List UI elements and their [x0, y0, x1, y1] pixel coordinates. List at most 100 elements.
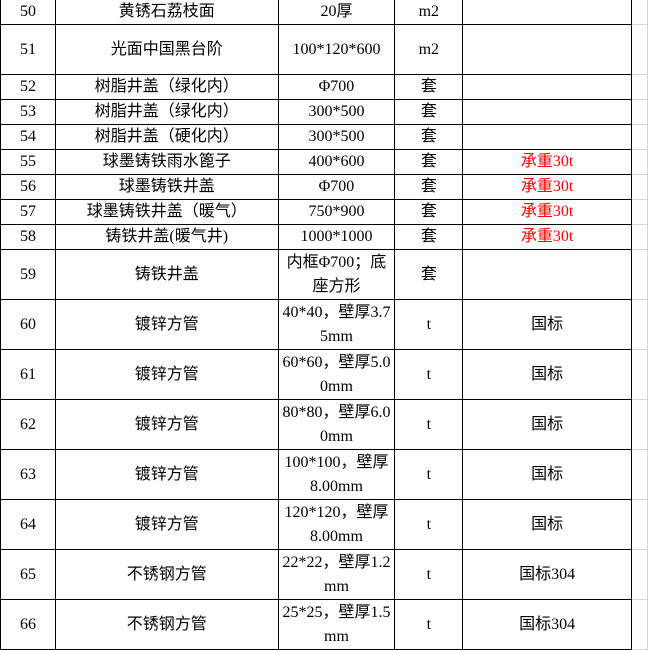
cell-unit: 套: [394, 124, 464, 150]
table-row: 66 不锈钢方管 25*25，壁厚1.5mm t 国标304: [0, 599, 648, 650]
cell-name: 铸铁井盖: [54, 249, 279, 300]
cell-spec: 400*600: [277, 149, 396, 175]
cell-note: 国标: [462, 499, 632, 550]
cell-no: 59: [0, 249, 56, 300]
cell-spec: 100*100，壁厚8.00mm: [277, 449, 396, 500]
cell-spec: 60*60，壁厚5.00mm: [277, 349, 396, 400]
cell-name: 树脂井盖（绿化内）: [54, 74, 279, 100]
table-row: 54 树脂井盖（硬化内） 300*500 套: [0, 124, 648, 150]
cell-no: 65: [0, 549, 56, 600]
cell-name: 树脂井盖（硬化内）: [54, 124, 279, 150]
table-row: 55 球墨铸铁雨水篦子 400*600 套承重30t: [0, 149, 648, 175]
empty-cell: [630, 124, 648, 150]
cell-no: 60: [0, 299, 56, 350]
table-row: 57 球墨铸铁井盖（暖气） 750*900 套承重30t: [0, 199, 648, 225]
cell-spec: 100*120*600: [277, 24, 396, 75]
table-row: 51 光面中国黑台阶 100*120*600 m2: [0, 24, 648, 75]
cell-spec: 300*500: [277, 124, 396, 150]
cell-name: 球墨铸铁雨水篦子: [54, 149, 279, 175]
table-row: 62 镀锌方管 80*80，壁厚6.00mm t 国标: [0, 399, 648, 450]
cell-spec: Φ700: [277, 74, 396, 100]
cell-no: 57: [0, 199, 56, 225]
cell-no: 61: [0, 349, 56, 400]
empty-cell: [630, 199, 648, 225]
cell-unit: 套: [394, 99, 464, 125]
empty-cell: [630, 149, 648, 175]
cell-unit: 套: [394, 174, 464, 200]
cell-name: 不锈钢方管: [54, 599, 279, 650]
cell-no: 53: [0, 99, 56, 125]
empty-cell: [630, 224, 648, 250]
cell-name: 镀锌方管: [54, 449, 279, 500]
cell-name: 镀锌方管: [54, 299, 279, 350]
cell-spec: 25*25，壁厚1.5mm: [277, 599, 396, 650]
cell-spec: 1000*1000: [277, 224, 396, 250]
cell-note: 承重30t: [462, 199, 632, 225]
cell-unit: t: [394, 549, 464, 600]
empty-cell: [630, 399, 648, 450]
cell-unit: 套: [394, 74, 464, 100]
cell-spec: 300*500: [277, 99, 396, 125]
cell-note: [462, 124, 632, 150]
cell-unit: t: [394, 599, 464, 650]
table-row: 63 镀锌方管 100*100，壁厚8.00mm t 国标: [0, 449, 648, 500]
cell-note: [462, 99, 632, 125]
cell-note: [462, 249, 632, 300]
cell-unit: t: [394, 399, 464, 450]
cell-unit: t: [394, 349, 464, 400]
cell-unit: 套: [394, 224, 464, 250]
table-row: 50 黄锈石荔枝面 20厚 m2: [0, 0, 648, 25]
empty-cell: [630, 599, 648, 650]
cell-no: 58: [0, 224, 56, 250]
empty-cell: [630, 74, 648, 100]
cell-name: 镀锌方管: [54, 349, 279, 400]
cell-unit: t: [394, 449, 464, 500]
cell-unit: 套: [394, 249, 464, 300]
empty-cell: [630, 299, 648, 350]
cell-no: 64: [0, 499, 56, 550]
cell-no: 66: [0, 599, 56, 650]
cell-note: 国标304: [462, 599, 632, 650]
cell-name: 树脂井盖（绿化内）: [54, 99, 279, 125]
cell-note: 承重30t: [462, 174, 632, 200]
cell-note: 承重30t: [462, 224, 632, 250]
cell-spec: 22*22，壁厚1.2mm: [277, 549, 396, 600]
cell-note: 承重30t: [462, 149, 632, 175]
cell-name: 球墨铸铁井盖: [54, 174, 279, 200]
cell-name: 球墨铸铁井盖（暖气）: [54, 199, 279, 225]
cell-name: 不锈钢方管: [54, 549, 279, 600]
table-row: 56 球墨铸铁井盖 Φ700 套承重30t: [0, 174, 648, 200]
empty-cell: [630, 24, 648, 75]
empty-cell: [630, 449, 648, 500]
empty-cell: [630, 99, 648, 125]
table-row: 60 镀锌方管 40*40，壁厚3.75mm t 国标: [0, 299, 648, 350]
cell-no: 55: [0, 149, 56, 175]
cell-spec: 80*80，壁厚6.00mm: [277, 399, 396, 450]
cell-name: 铸铁井盖(暖气井): [54, 224, 279, 250]
table-row: 65 不锈钢方管 22*22，壁厚1.2mm t 国标304: [0, 549, 648, 600]
cell-no: 51: [0, 24, 56, 75]
cell-spec: 120*120，壁厚8.00mm: [277, 499, 396, 550]
cell-note: [462, 74, 632, 100]
cell-unit: 套: [394, 149, 464, 175]
cell-no: 56: [0, 174, 56, 200]
cell-name: 镀锌方管: [54, 399, 279, 450]
cell-unit: m2: [394, 24, 464, 75]
cell-name: 镀锌方管: [54, 499, 279, 550]
table-row: 61 镀锌方管 60*60，壁厚5.00mm t 国标: [0, 349, 648, 400]
table-row: 58 铸铁井盖(暖气井) 1000*1000 套承重30t: [0, 224, 648, 250]
cell-no: 63: [0, 449, 56, 500]
cell-note: 国标: [462, 349, 632, 400]
table-row: 53 树脂井盖（绿化内） 300*500 套: [0, 99, 648, 125]
cell-name: 黄锈石荔枝面: [54, 0, 279, 25]
cell-no: 54: [0, 124, 56, 150]
cell-no: 62: [0, 399, 56, 450]
cell-note: 国标304: [462, 549, 632, 600]
cell-no: 52: [0, 74, 56, 100]
cell-note: 国标: [462, 449, 632, 500]
cell-unit: t: [394, 299, 464, 350]
table-row: 59 铸铁井盖 内框Φ700；底座方形套: [0, 249, 648, 300]
cell-name: 光面中国黑台阶: [54, 24, 279, 75]
